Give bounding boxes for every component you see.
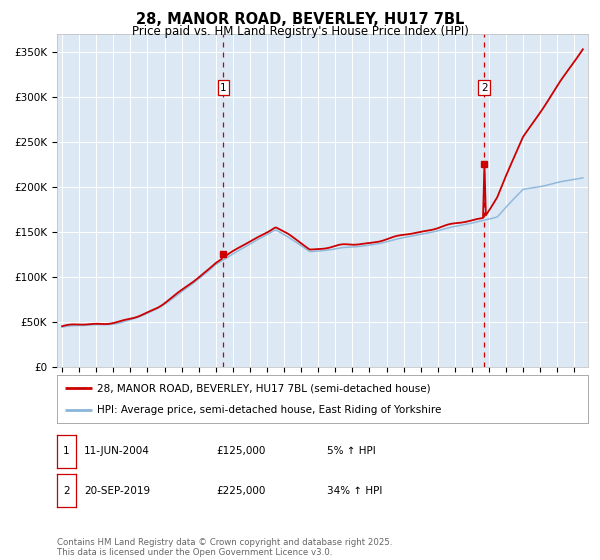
Text: HPI: Average price, semi-detached house, East Riding of Yorkshire: HPI: Average price, semi-detached house,… <box>97 405 441 415</box>
Text: Contains HM Land Registry data © Crown copyright and database right 2025.
This d: Contains HM Land Registry data © Crown c… <box>57 538 392 557</box>
Text: £225,000: £225,000 <box>216 486 265 496</box>
Text: 20-SEP-2019: 20-SEP-2019 <box>84 486 150 496</box>
Text: 1: 1 <box>220 83 227 92</box>
Text: 34% ↑ HPI: 34% ↑ HPI <box>327 486 382 496</box>
Text: Price paid vs. HM Land Registry's House Price Index (HPI): Price paid vs. HM Land Registry's House … <box>131 25 469 38</box>
Text: 28, MANOR ROAD, BEVERLEY, HU17 7BL (semi-detached house): 28, MANOR ROAD, BEVERLEY, HU17 7BL (semi… <box>97 383 430 393</box>
Text: 2: 2 <box>481 83 488 92</box>
Text: 11-JUN-2004: 11-JUN-2004 <box>84 446 150 456</box>
Text: 28, MANOR ROAD, BEVERLEY, HU17 7BL: 28, MANOR ROAD, BEVERLEY, HU17 7BL <box>136 12 464 27</box>
Text: 5% ↑ HPI: 5% ↑ HPI <box>327 446 376 456</box>
Text: 1: 1 <box>63 446 70 456</box>
Text: £125,000: £125,000 <box>216 446 265 456</box>
Text: 2: 2 <box>63 486 70 496</box>
